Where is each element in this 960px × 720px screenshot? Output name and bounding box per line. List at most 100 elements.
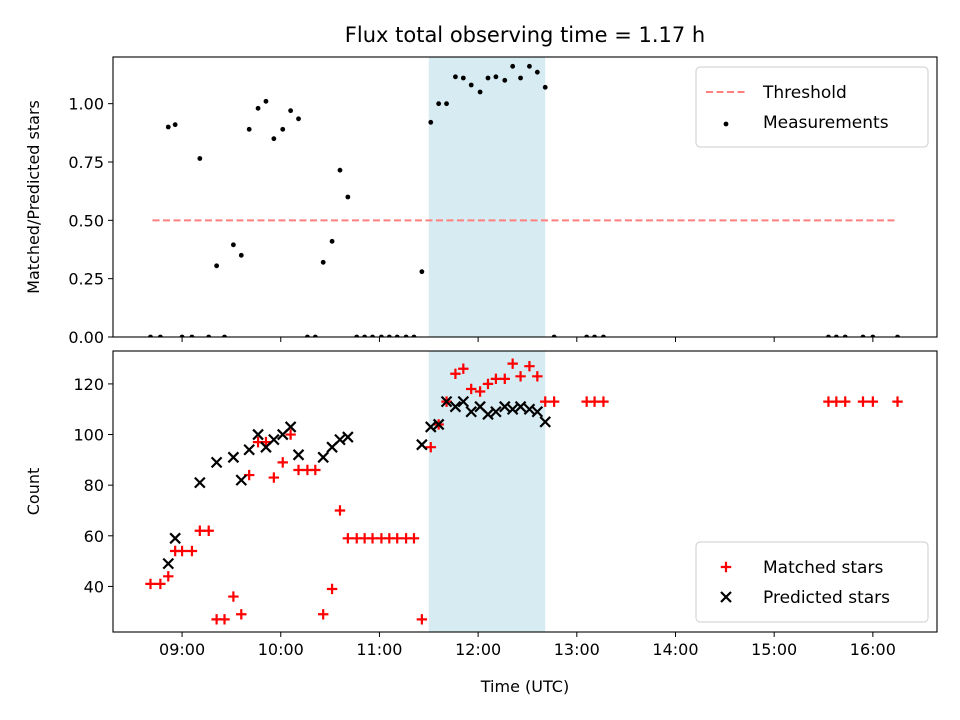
predicted-star-point	[227, 451, 240, 464]
predicted-star-point	[498, 400, 511, 413]
measurement-point	[246, 126, 252, 132]
matched-star-point	[831, 396, 842, 407]
x-tick-label: 14:00	[652, 640, 698, 659]
matched-star-point	[458, 363, 469, 374]
measurement-point	[842, 334, 848, 337]
predicted-star-point	[292, 449, 305, 461]
x-tick-label: 10:00	[258, 640, 304, 659]
measurement-point	[860, 334, 866, 337]
predicted-star-point	[235, 474, 248, 486]
y-tick-label: 40	[84, 577, 104, 596]
predicted-star-point	[424, 421, 437, 433]
predicted-star-point	[284, 421, 297, 433]
legend-measurement-swatch	[723, 121, 729, 127]
x-tick-label: 15:00	[751, 640, 797, 659]
observing-window-band	[428, 351, 546, 632]
matched-star-point	[548, 396, 560, 407]
matched-star-point	[524, 360, 535, 372]
measurement-point	[551, 334, 557, 337]
legend: Matched stars Predicted stars	[695, 541, 929, 623]
measurement-point	[419, 269, 425, 275]
matched-star-point	[867, 396, 879, 407]
measurement-point	[271, 136, 277, 142]
measurement-point	[428, 119, 434, 125]
matched-star-point	[342, 533, 354, 544]
matched-star-point	[194, 525, 206, 536]
measurement-point	[305, 334, 310, 337]
measurement-point	[477, 89, 483, 95]
series-matched-stars	[145, 358, 903, 625]
measurement-point	[826, 334, 831, 337]
measurement-point	[362, 334, 368, 337]
measurement-point	[280, 126, 286, 132]
matched-star-point	[540, 396, 551, 407]
legend-label: Threshold	[762, 83, 847, 103]
measurement-point	[527, 63, 532, 69]
measurement-point	[386, 334, 392, 337]
matched-star-point	[840, 396, 851, 407]
measurement-point	[230, 242, 236, 248]
matched-star-point	[145, 578, 156, 590]
measurement-point	[394, 334, 400, 337]
matched-star-point	[474, 386, 486, 397]
matched-star-point	[236, 609, 247, 620]
predicted-star-point	[252, 428, 264, 441]
measurement-point	[493, 74, 499, 80]
matched-star-point	[499, 373, 510, 385]
matched-star-point	[532, 371, 543, 382]
y-tick-label: 80	[84, 476, 104, 495]
plot-area	[145, 351, 903, 632]
legend-label: Matched stars	[763, 558, 883, 578]
predicted-star-point	[317, 451, 329, 464]
predicted-star-point	[523, 403, 536, 416]
measurement-point	[592, 334, 597, 337]
measurement-point	[542, 84, 548, 90]
matched-star-point	[425, 441, 436, 453]
predicted-star-point	[334, 433, 346, 446]
x-axis-label: Time (UTC)	[480, 677, 569, 696]
measurement-point	[238, 252, 244, 258]
measurement-point	[370, 334, 375, 337]
matched-star-point	[515, 371, 526, 382]
predicted-star-point	[506, 403, 519, 416]
legend-label: Predicted stars	[763, 588, 890, 608]
matched-star-point	[857, 396, 869, 407]
predicted-star-point	[342, 431, 354, 443]
matched-star-point	[203, 525, 214, 536]
measurement-point	[345, 194, 351, 200]
matched-star-point	[285, 429, 296, 440]
y-tick-label: 60	[84, 527, 104, 546]
matched-star-point	[186, 545, 198, 557]
matched-star-point	[260, 436, 272, 448]
matched-star-point	[450, 368, 461, 379]
y-tick-label: 0.00	[68, 328, 104, 347]
matched-star-point	[408, 533, 420, 544]
predicted-star-point	[210, 456, 223, 469]
plot-area	[148, 57, 900, 337]
matched-star-point	[277, 457, 288, 468]
legend-box	[695, 66, 929, 148]
matched-star-point	[392, 533, 403, 544]
matched-star-point	[317, 609, 329, 620]
series-measurements	[148, 63, 900, 337]
y-tick-label: 0.75	[68, 153, 104, 172]
measurement-point	[329, 238, 335, 244]
x-tick-label: 09:00	[159, 640, 205, 659]
predicted-star-point	[162, 557, 175, 570]
predicted-star-point	[194, 476, 206, 489]
measurement-point	[895, 334, 900, 337]
matched-star-point	[367, 533, 378, 544]
matched-star-point	[155, 578, 166, 590]
predicted-star-point	[539, 416, 552, 428]
count-panel: 40 60 80 100 120 09:00 10:00 11:00 12:00 13:00 14:…	[24, 350, 938, 696]
matched-star-point	[598, 396, 609, 407]
measurement-point	[485, 75, 491, 81]
y-axis-label: Count	[24, 468, 43, 516]
measurement-point	[453, 74, 458, 80]
matched-star-point	[334, 505, 346, 516]
measurement-point	[255, 105, 261, 111]
predicted-star-point	[416, 438, 428, 451]
measurement-point	[206, 334, 212, 337]
measurement-point	[444, 101, 449, 107]
